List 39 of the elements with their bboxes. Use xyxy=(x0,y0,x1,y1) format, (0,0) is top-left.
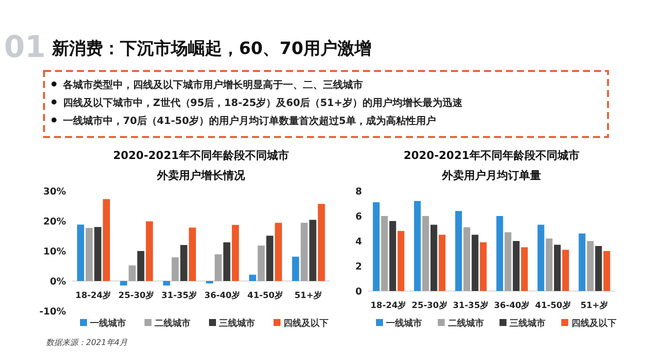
chart-subtitle: 外卖用户增长情况 xyxy=(156,169,246,182)
legend-label: 一线城市 xyxy=(386,318,422,329)
x-tick-label: 36-40岁 xyxy=(204,290,241,301)
x-tick-label: 18-24岁 xyxy=(370,300,407,311)
source-note: 数据来源：2021年4月 xyxy=(46,338,128,347)
text: 各城市类型中，四线及以下城市用户增长明显高于一、二、三线城市 xyxy=(62,79,363,91)
y-tick-label: 10% xyxy=(43,246,66,258)
text: 四线及以下城市中，Z世代（95后，18-25岁）及60后（51+岁）的用户均增长最为迅速 xyxy=(63,97,464,109)
legend-label: 三线城市 xyxy=(510,318,546,329)
y-tick-label: 0% xyxy=(50,276,66,288)
x-tick-label: 36-40岁 xyxy=(494,300,530,311)
x-tick-label: 41-50岁 xyxy=(535,300,572,311)
legend-label: 一线城市 xyxy=(90,318,126,329)
x-tick-label: 18-24岁 xyxy=(75,290,112,301)
chart-title: 2020-2021年不同年龄段不同城市 xyxy=(404,149,580,162)
y-tick-label: 4 xyxy=(355,236,362,248)
legend-label: 二线城市 xyxy=(154,318,190,329)
y-tick-label: 20% xyxy=(43,216,66,228)
y-tick-label: 6 xyxy=(355,212,362,222)
chart-title: 2020-2021年不同年龄段不同城市 xyxy=(113,149,289,162)
chart-subtitle: 外卖用户月均订单量 xyxy=(441,169,541,182)
x-tick-label: 51+岁 xyxy=(580,300,608,311)
x-tick-label: 41-50岁 xyxy=(247,290,284,301)
legend-label: 四线及以下 xyxy=(571,318,616,329)
y-tick-label: 2 xyxy=(355,262,362,272)
legend-label: 二线城市 xyxy=(448,318,484,329)
y-tick-label: 30% xyxy=(43,186,66,198)
legend-label: 四线及以下 xyxy=(284,318,328,329)
x-tick-label: 51+岁 xyxy=(294,290,322,301)
y-tick-label: 0 xyxy=(355,286,362,298)
x-tick-label: 31-35岁 xyxy=(161,290,198,301)
x-tick-label: 25-30岁 xyxy=(412,300,448,311)
text: 新消费：下沉市场崛起，60、70用户激增 xyxy=(51,39,372,59)
x-tick-label: 25-30岁 xyxy=(118,290,155,301)
text: 一线城市中，70后（41-50岁）的用户月均订单数量首次超过5单，成为高粘性用户 xyxy=(63,115,436,127)
y-tick-label: -10% xyxy=(39,306,66,318)
y-tick-label: 8 xyxy=(355,186,362,198)
x-tick-label: 31-35岁 xyxy=(452,300,490,311)
legend-label: 三线城市 xyxy=(219,318,255,329)
